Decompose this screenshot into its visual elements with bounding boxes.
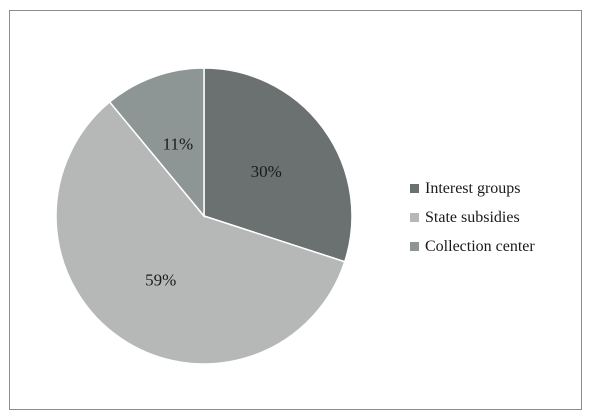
legend-item-interest-groups: Interest groups xyxy=(410,174,535,203)
legend-item-state-subsidies: State subsidies xyxy=(410,203,535,232)
pie-slice-state-subsidies xyxy=(55,100,346,365)
legend-swatch xyxy=(410,242,419,251)
data-label-interest-groups: 30% xyxy=(251,162,282,181)
legend-item-collection-center: Collection center xyxy=(410,232,535,261)
data-label-collection-center: 11% xyxy=(163,135,194,154)
legend-label: Collection center xyxy=(425,237,535,255)
legend: Interest groups State subsidies Collecti… xyxy=(410,174,535,261)
pie-slice-collection-center xyxy=(108,67,205,219)
legend-swatch xyxy=(410,213,419,222)
data-label-state-subsidies: 59% xyxy=(145,271,176,290)
legend-label: State subsidies xyxy=(425,208,520,226)
pie-slice-interest-groups xyxy=(203,67,353,263)
legend-swatch xyxy=(410,184,419,193)
legend-label: Interest groups xyxy=(425,179,521,197)
